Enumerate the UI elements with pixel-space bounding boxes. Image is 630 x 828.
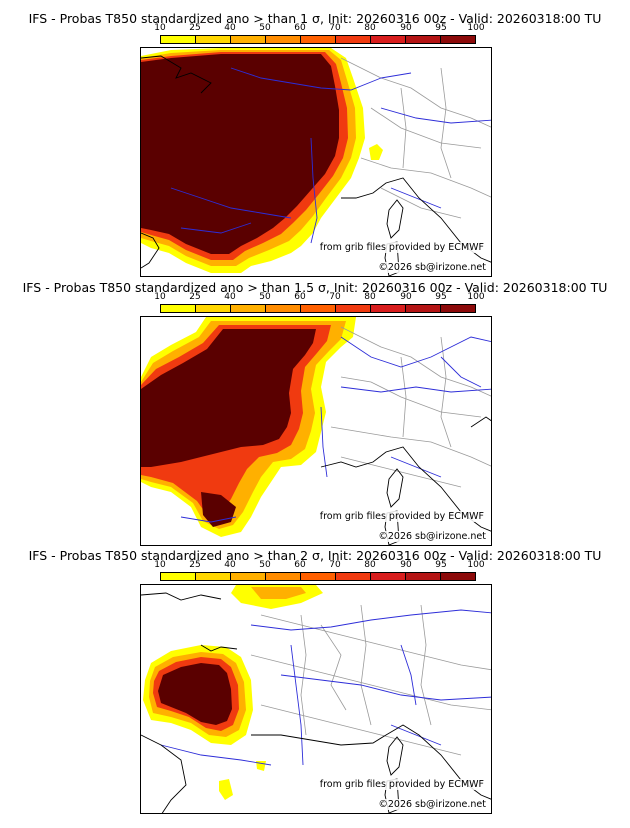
prob-band-95 bbox=[141, 54, 339, 254]
colorbar-tick: 60 bbox=[294, 23, 306, 33]
colorbar-segment bbox=[336, 573, 371, 580]
colorbar-tick: 80 bbox=[364, 292, 376, 302]
colorbar-tick: 70 bbox=[329, 23, 341, 33]
colorbar-segment bbox=[301, 36, 336, 43]
colorbar-tick: 95 bbox=[435, 560, 447, 570]
colorbar-segment bbox=[266, 305, 301, 312]
copyright: ©2026 sb@irizone.net bbox=[377, 531, 487, 542]
colorbar-tick: 25 bbox=[189, 23, 201, 33]
colorbar-segment bbox=[196, 305, 231, 312]
colorbar-tick: 40 bbox=[224, 23, 236, 33]
colorbar-segment bbox=[231, 305, 266, 312]
colorbar-segment bbox=[301, 573, 336, 580]
panel-2-map: from grib files provided by ECMWF ©2026 … bbox=[140, 316, 492, 546]
colorbar-tick: 40 bbox=[224, 560, 236, 570]
map-canvas bbox=[141, 48, 491, 276]
colorbar-tick: 95 bbox=[435, 292, 447, 302]
colorbar-tick: 90 bbox=[400, 23, 412, 33]
colorbar-tick: 80 bbox=[364, 560, 376, 570]
colorbar-tick: 60 bbox=[294, 560, 306, 570]
colorbar-segment bbox=[406, 573, 441, 580]
colorbar-segment bbox=[371, 36, 406, 43]
panel-3-map: from grib files provided by ECMWF ©2026 … bbox=[140, 584, 492, 814]
copyright: ©2026 sb@irizone.net bbox=[377, 799, 487, 810]
colorbar-tick: 90 bbox=[400, 560, 412, 570]
colorbar-tick: 25 bbox=[189, 292, 201, 302]
colorbar-tick-labels: 10 25 40 50 60 70 80 90 95 100 bbox=[154, 292, 484, 303]
colorbar-segment bbox=[266, 573, 301, 580]
colorbar-tick-labels: 10 25 40 50 60 70 80 90 95 100 bbox=[154, 23, 484, 34]
colorbar-segment bbox=[406, 305, 441, 312]
colorbar-segment bbox=[196, 573, 231, 580]
colorbar-tick: 90 bbox=[400, 292, 412, 302]
prob-band-95 bbox=[158, 663, 232, 725]
map-canvas bbox=[141, 585, 491, 813]
colorbar-segment bbox=[161, 36, 196, 43]
colorbar-tick: 100 bbox=[467, 292, 485, 302]
data-credit: from grib files provided by ECMWF bbox=[318, 779, 485, 790]
colorbar-tick: 10 bbox=[154, 292, 166, 302]
colorbar-scale bbox=[160, 304, 476, 313]
colorbar-scale bbox=[160, 572, 476, 581]
colorbar-segment bbox=[336, 305, 371, 312]
colorbar-segment bbox=[196, 36, 231, 43]
rivers bbox=[180, 336, 491, 523]
colorbar-scale bbox=[160, 35, 476, 44]
colorbar-tick: 40 bbox=[224, 292, 236, 302]
colorbar-segment bbox=[266, 36, 301, 43]
prob-patch-channel-core bbox=[251, 587, 306, 599]
panel-1-title: IFS - Probas T850 standardized ano > tha… bbox=[28, 11, 602, 26]
colorbar-segment bbox=[231, 36, 266, 43]
colorbar-tick-labels: 10 25 40 50 60 70 80 90 95 100 bbox=[154, 560, 484, 571]
map-canvas bbox=[141, 317, 491, 545]
colorbar-tick: 70 bbox=[329, 560, 341, 570]
colorbar-segment bbox=[406, 36, 441, 43]
prob-band-95 bbox=[141, 329, 316, 467]
copyright: ©2026 sb@irizone.net bbox=[377, 262, 487, 273]
colorbar-segment bbox=[441, 573, 475, 580]
colorbar-segment bbox=[161, 573, 196, 580]
colorbar-segment bbox=[161, 305, 196, 312]
colorbar-tick: 25 bbox=[189, 560, 201, 570]
colorbar-tick: 10 bbox=[154, 23, 166, 33]
colorbar-segment bbox=[441, 36, 475, 43]
colorbar-tick: 95 bbox=[435, 23, 447, 33]
colorbar-tick: 10 bbox=[154, 560, 166, 570]
colorbar-tick: 60 bbox=[294, 292, 306, 302]
panel-2-title: IFS - Probas T850 standardized ano > tha… bbox=[22, 280, 608, 295]
colorbar-tick: 80 bbox=[364, 23, 376, 33]
panel-3-title: IFS - Probas T850 standardized ano > tha… bbox=[28, 548, 602, 563]
data-credit: from grib files provided by ECMWF bbox=[318, 242, 485, 253]
panel-1-colorbar: 10 25 40 50 60 70 80 90 95 100 bbox=[154, 23, 485, 46]
colorbar-segment bbox=[371, 305, 406, 312]
colorbar-tick: 100 bbox=[467, 23, 485, 33]
colorbar-segment bbox=[301, 305, 336, 312]
colorbar-segment bbox=[441, 305, 475, 312]
rivers bbox=[170, 67, 491, 244]
colorbar-tick: 50 bbox=[259, 560, 271, 570]
colorbar-tick: 70 bbox=[329, 292, 341, 302]
prob-patch-alps bbox=[369, 144, 383, 160]
data-credit: from grib files provided by ECMWF bbox=[318, 511, 485, 522]
panel-2-colorbar: 10 25 40 50 60 70 80 90 95 100 bbox=[154, 292, 485, 315]
prob-patch-pyrenees bbox=[201, 492, 236, 527]
colorbar-tick: 100 bbox=[467, 560, 485, 570]
rivers bbox=[160, 609, 491, 766]
colorbar-segment bbox=[336, 36, 371, 43]
country-borders bbox=[250, 604, 491, 756]
prob-patch-south bbox=[219, 779, 233, 800]
panel-1-map: from grib files provided by ECMWF ©2026 … bbox=[140, 47, 492, 277]
colorbar-tick: 50 bbox=[259, 23, 271, 33]
coastline bbox=[320, 416, 491, 545]
country-borders bbox=[340, 57, 491, 219]
colorbar-segment bbox=[231, 573, 266, 580]
country-borders bbox=[330, 326, 491, 488]
colorbar-tick: 50 bbox=[259, 292, 271, 302]
panel-3-colorbar: 10 25 40 50 60 70 80 90 95 100 bbox=[154, 560, 485, 583]
colorbar-segment bbox=[371, 573, 406, 580]
